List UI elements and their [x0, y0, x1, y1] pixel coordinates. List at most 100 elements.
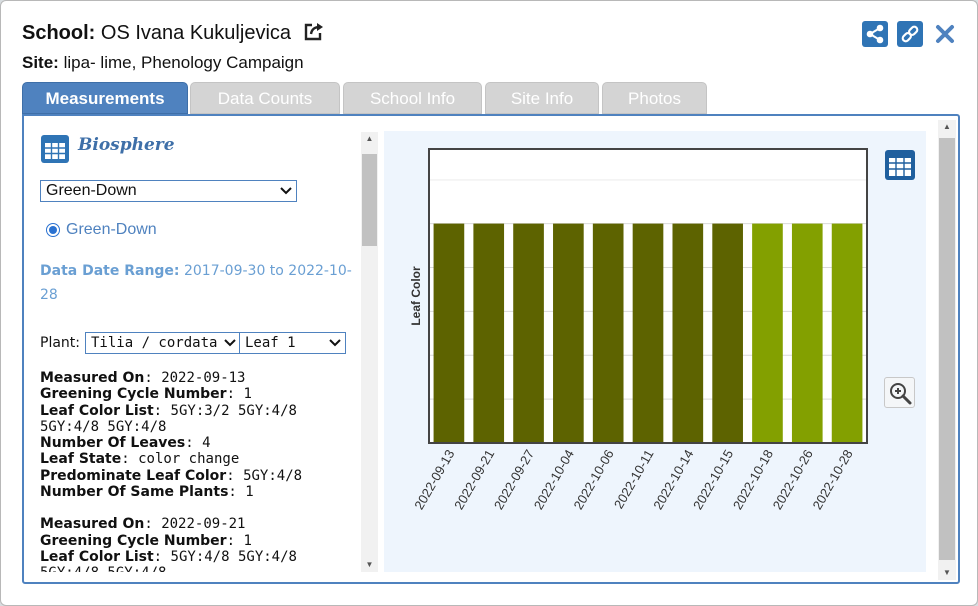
x-tick-label: 2022-10-06	[571, 447, 617, 512]
list-item: Measured On: 2022-09-13 Greening Cycle N…	[40, 370, 303, 501]
bar	[712, 223, 743, 443]
measurements-panel: Biosphere Green-Down Green-Down Data Dat…	[22, 114, 960, 584]
x-tick-label: 2022-09-13	[411, 447, 457, 512]
protocol-select-value: Green-Down	[46, 182, 137, 199]
measurement-records: Measured On: 2022-09-13 Greening Cycle N…	[40, 370, 356, 572]
share-icon	[866, 24, 884, 44]
field-value: 1	[243, 386, 252, 403]
tab-school-info[interactable]: School Info	[343, 82, 482, 114]
x-tick-label: 2022-10-28	[809, 447, 855, 512]
bar	[513, 223, 544, 443]
field-label: Predominate Leaf Color	[40, 467, 227, 484]
scroll-up-arrow[interactable]: ▲	[943, 122, 951, 131]
field-value: 4	[202, 435, 211, 452]
site-heading: Site: lipa- lime, Phenology Campaign	[22, 53, 304, 73]
chart-table-button[interactable]	[884, 149, 916, 186]
bar	[473, 223, 505, 443]
bar	[672, 223, 704, 443]
bar	[553, 223, 584, 443]
field-label: Greening Cycle Number	[40, 386, 227, 403]
bar	[433, 223, 465, 443]
field-label: Leaf Color List	[40, 548, 154, 565]
tab-photos[interactable]: Photos	[602, 82, 707, 114]
scroll-up-arrow[interactable]: ▲	[365, 134, 374, 143]
leaf-select[interactable]: Leaf 1	[239, 332, 346, 354]
link-icon	[901, 25, 919, 43]
bar	[752, 223, 783, 443]
date-range-value: 2017-09-30 to 2022-10-28	[40, 263, 352, 303]
zoom-in-icon	[890, 383, 912, 405]
field-value: color change	[138, 451, 240, 468]
share-button[interactable]	[862, 21, 888, 47]
school-name: OS Ivana Kukuljevica	[100, 22, 292, 44]
field-value: 5GY:3/2 5GY:4/8 5GY:4/8 5GY:4/8	[40, 402, 297, 435]
chevron-down-icon	[224, 333, 236, 359]
close-button[interactable]	[932, 21, 958, 47]
green-down-radio-label: Green-Down	[66, 221, 157, 238]
external-link-icon[interactable]	[303, 21, 325, 47]
table-icon[interactable]	[40, 134, 70, 169]
plant-label: Plant:	[40, 335, 80, 351]
school-heading: School: OS Ivana Kukuljevica	[22, 21, 325, 47]
field-label: Number Of Leaves	[40, 435, 186, 452]
details-scroll-thumb[interactable]	[362, 154, 377, 246]
panel-scrollbar[interactable]: ▲ ▼	[938, 120, 956, 580]
plot-border	[428, 148, 868, 444]
tab-data-counts[interactable]: Data Counts	[190, 82, 340, 114]
leaf-color-chart: 2022-09-132022-09-212022-09-272022-10-04…	[409, 148, 868, 512]
leaf-select-value: Leaf 1	[245, 335, 296, 351]
field-value: 5GY:4/8 5GY:4/8 5GY:4/8 5GY:4/8	[40, 548, 297, 572]
tab-measurements[interactable]: Measurements	[22, 82, 188, 114]
field-label: Leaf State	[40, 451, 122, 468]
copy-link-button[interactable]	[897, 21, 923, 47]
close-icon	[936, 25, 954, 43]
chart-zoom-button[interactable]	[884, 377, 915, 408]
field-label: Number Of Same Plants	[40, 484, 229, 501]
site-name: lipa- lime, Phenology Campaign	[63, 53, 304, 72]
protocol-select[interactable]: Green-Down	[40, 180, 297, 202]
site-label: Site:	[22, 53, 59, 72]
field-label: Measured On	[40, 370, 145, 386]
plant-select-value: Tilia / cordata	[91, 335, 218, 351]
chevron-down-icon	[280, 181, 292, 207]
list-item: Measured On: 2022-09-21 Greening Cycle N…	[40, 516, 356, 572]
x-tick-label: 2022-10-18	[730, 447, 776, 512]
school-label: School:	[22, 22, 96, 44]
field-value: 2022-09-13	[161, 370, 246, 386]
x-tick-label: 2022-10-14	[650, 447, 696, 512]
scroll-down-arrow[interactable]: ▼	[365, 560, 374, 569]
data-date-range: Data Date Range: 2017-09-30 to 2022-10-2…	[40, 259, 360, 307]
plot-top-band	[429, 149, 867, 180]
field-label: Leaf Color List	[40, 402, 154, 419]
date-range-label: Data Date Range:	[40, 263, 180, 279]
x-tick-label: 2022-09-27	[491, 447, 537, 512]
field-value: 5GY:4/8	[243, 467, 303, 484]
details-scrollbar[interactable]: ▲ ▼	[361, 132, 378, 572]
measurement-details: Biosphere Green-Down Green-Down Data Dat…	[40, 132, 360, 572]
panel-scroll-thumb[interactable]	[939, 138, 955, 560]
x-tick-label: 2022-10-04	[531, 447, 577, 512]
x-tick-label: 2022-10-15	[690, 447, 736, 512]
chart-container: 2022-09-13 2022-09-21 2022-09-27 2022-10-04…	[384, 131, 926, 572]
scroll-down-arrow[interactable]: ▼	[943, 568, 951, 577]
field-value: 2022-09-21	[161, 516, 246, 533]
protocol-title: Biosphere	[78, 135, 175, 155]
chevron-down-icon	[329, 333, 341, 359]
field-label: Greening Cycle Number	[40, 532, 227, 549]
bar	[592, 223, 624, 443]
x-tick-label: 2022-09-21	[451, 447, 497, 512]
x-tick-label: 2022-10-11	[611, 447, 657, 511]
field-label: Measured On	[40, 516, 145, 533]
bar	[632, 223, 664, 443]
bar	[831, 223, 863, 443]
tab-site-info[interactable]: Site Info	[485, 82, 599, 114]
field-value: 1	[245, 484, 254, 501]
bar	[791, 223, 823, 443]
field-value: 1	[243, 532, 252, 549]
y-axis-label: Leaf Color	[409, 266, 423, 326]
table-icon	[885, 150, 915, 180]
x-tick-label: 2022-10-26	[770, 447, 816, 512]
plant-select[interactable]: Tilia / cordata	[85, 332, 241, 354]
green-down-radio[interactable]	[46, 223, 60, 237]
